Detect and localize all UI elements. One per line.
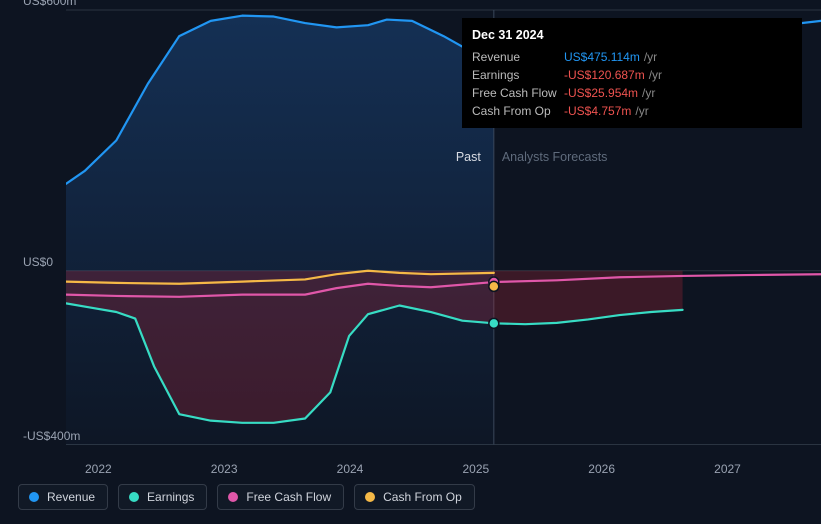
x-axis-label: 2027 bbox=[714, 462, 741, 476]
x-axis-label: 2025 bbox=[462, 462, 489, 476]
legend: Revenue Earnings Free Cash Flow Cash Fro… bbox=[18, 484, 475, 510]
past-label: Past bbox=[456, 150, 481, 164]
legend-label: Earnings bbox=[147, 490, 194, 504]
legend-label: Revenue bbox=[47, 490, 95, 504]
legend-item-earnings[interactable]: Earnings bbox=[118, 484, 207, 510]
tooltip-unit: /yr bbox=[649, 68, 662, 82]
tooltip-value: US$475.114m bbox=[564, 50, 640, 64]
tooltip-label: Free Cash Flow bbox=[472, 86, 564, 100]
legend-label: Cash From Op bbox=[383, 490, 462, 504]
tooltip-value: -US$4.757m bbox=[564, 104, 631, 118]
x-axis-label: 2024 bbox=[337, 462, 364, 476]
tooltip-unit: /yr bbox=[644, 50, 657, 64]
x-axis-label: 2026 bbox=[588, 462, 615, 476]
x-axis-label: 2023 bbox=[211, 462, 238, 476]
legend-swatch-icon bbox=[129, 492, 139, 502]
legend-item-fcf[interactable]: Free Cash Flow bbox=[217, 484, 344, 510]
legend-swatch-icon bbox=[29, 492, 39, 502]
chart-tooltip: Dec 31 2024 Revenue US$475.114m /yr Earn… bbox=[462, 18, 802, 128]
tooltip-label: Revenue bbox=[472, 50, 564, 64]
legend-swatch-icon bbox=[365, 492, 375, 502]
x-axis-label: 2022 bbox=[85, 462, 112, 476]
chart-container: Dec 31 2024 Revenue US$475.114m /yr Earn… bbox=[18, 0, 803, 464]
tooltip-date: Dec 31 2024 bbox=[472, 24, 792, 48]
y-axis-label: US$600m bbox=[23, 0, 76, 8]
tooltip-value: -US$120.687m bbox=[564, 68, 645, 82]
y-axis-label: US$0 bbox=[23, 255, 53, 269]
tooltip-label: Earnings bbox=[472, 68, 564, 82]
legend-item-cfo[interactable]: Cash From Op bbox=[354, 484, 475, 510]
tooltip-row-fcf: Free Cash Flow -US$25.954m /yr bbox=[472, 84, 792, 102]
tooltip-row-earnings: Earnings -US$120.687m /yr bbox=[472, 66, 792, 84]
legend-swatch-icon bbox=[228, 492, 238, 502]
legend-label: Free Cash Flow bbox=[246, 490, 331, 504]
tooltip-row-cfo: Cash From Op -US$4.757m /yr bbox=[472, 102, 792, 120]
tooltip-value: -US$25.954m bbox=[564, 86, 638, 100]
legend-item-revenue[interactable]: Revenue bbox=[18, 484, 108, 510]
y-axis-label: -US$400m bbox=[23, 429, 80, 443]
tooltip-row-revenue: Revenue US$475.114m /yr bbox=[472, 48, 792, 66]
tooltip-unit: /yr bbox=[635, 104, 648, 118]
tooltip-label: Cash From Op bbox=[472, 104, 564, 118]
tooltip-unit: /yr bbox=[642, 86, 655, 100]
forecast-label: Analysts Forecasts bbox=[502, 150, 608, 164]
